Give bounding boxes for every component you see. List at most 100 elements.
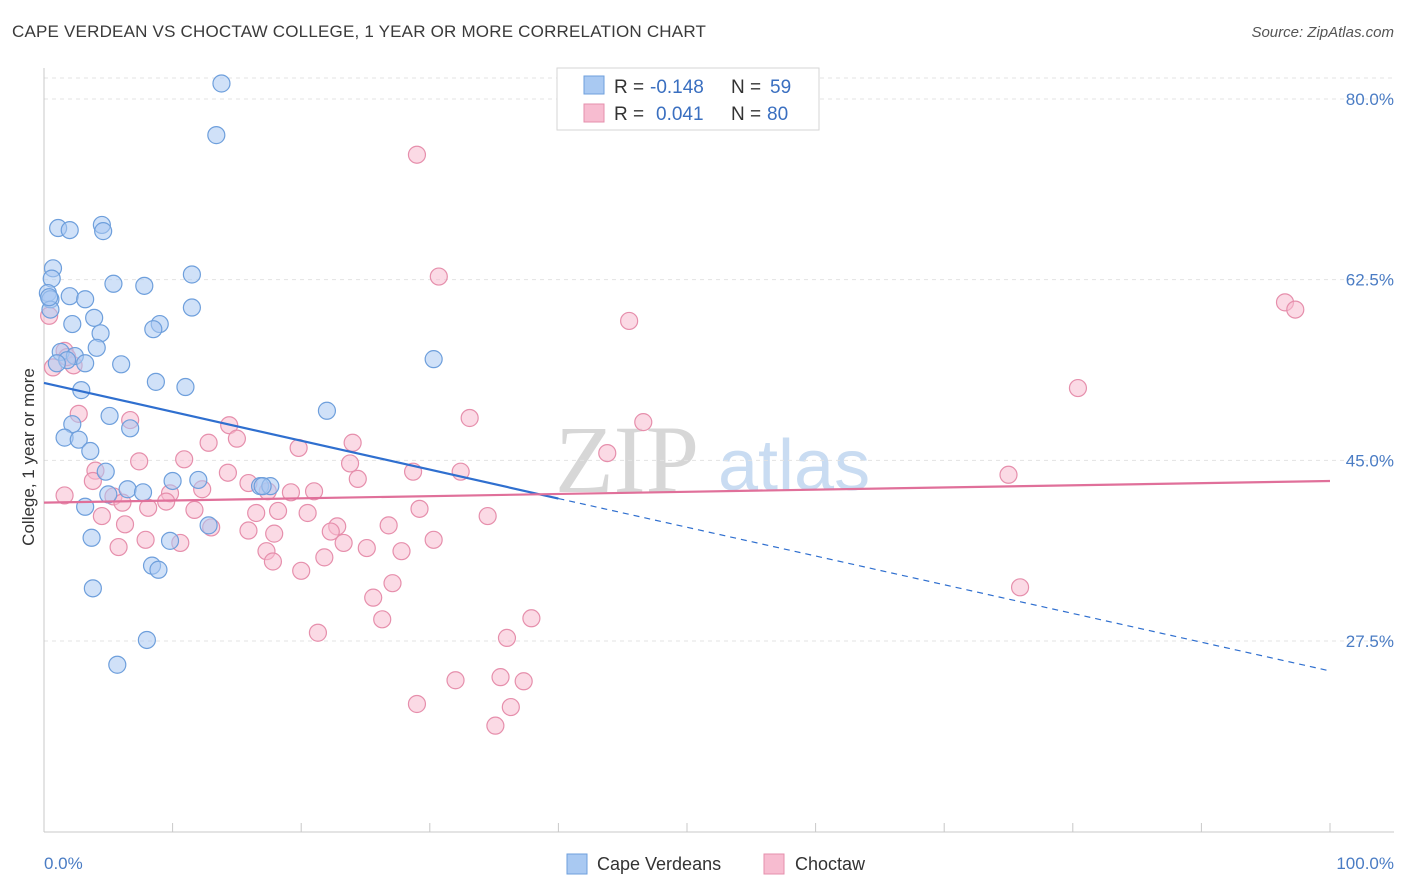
choctaw-point-60 — [109, 537, 128, 557]
cape-verdean-point-3 — [60, 220, 79, 240]
series-swatch-cape-verdeans — [566, 853, 588, 875]
legend-r-label-1: R = — [614, 77, 644, 98]
cape-verdean-point-9 — [135, 276, 154, 295]
choctaw-point-71 — [522, 609, 541, 628]
legend-r-label-2: R = — [614, 104, 644, 125]
legend-n-label-1: N = — [731, 77, 761, 98]
choctaw-point-18 — [343, 433, 362, 452]
choctaw-point-22 — [130, 452, 149, 471]
choctaw-point-5 — [1068, 378, 1088, 398]
legend-r-value-2: 0.041 — [656, 104, 704, 125]
legend-n-value-2: 80 — [767, 104, 788, 125]
choctaw-point-64 — [315, 548, 334, 567]
trend-lines — [43, 381, 1331, 672]
legend-r-value-1: -0.148 — [650, 77, 704, 98]
cape-verdean-point-30 — [146, 372, 165, 391]
source-credit: Source: ZipAtlas.com — [1251, 24, 1394, 41]
choctaw-point-67 — [383, 574, 402, 593]
choctaw-point-47 — [478, 506, 497, 526]
cape-verdean-point-46 — [99, 485, 118, 504]
cape-verdean-point-8 — [104, 274, 123, 293]
cape-verdean-point-17 — [85, 308, 104, 327]
cape-verdean-point-0 — [212, 74, 231, 93]
choctaw-point-56 — [424, 530, 443, 549]
y-tick-label-0: 27.5% — [1346, 632, 1394, 651]
choctaw-point-46 — [410, 499, 429, 518]
choctaw-point-62 — [357, 538, 376, 558]
legend-swatch-blue — [583, 75, 605, 95]
cape-verdean-point-34 — [100, 406, 119, 426]
cape-verdean-point-58 — [40, 288, 59, 307]
cape-verdean-point-57 — [253, 477, 272, 496]
choctaw-point-45 — [298, 503, 317, 523]
cape-verdean-point-31 — [176, 377, 195, 397]
cape-verdean-point-15 — [182, 298, 201, 317]
choctaw-point-49 — [115, 515, 135, 534]
choctaw-point-11 — [460, 408, 479, 428]
cape-verdean-trend-line — [43, 381, 559, 500]
x-axis-ticks — [43, 823, 1331, 832]
choctaw-point-23 — [340, 454, 360, 473]
y-tick-label-1: 45.0% — [1346, 451, 1394, 470]
series-swatch-choctaw — [763, 853, 785, 875]
watermark-atlas: atlas — [718, 426, 870, 506]
choctaw-point-34 — [281, 483, 301, 502]
gridlines — [44, 77, 1394, 642]
cape-verdean-point-50 — [82, 528, 101, 547]
cape-verdean-point-5 — [94, 222, 113, 241]
choctaw-point-20 — [598, 443, 617, 463]
cape-verdean-point-13 — [60, 287, 79, 306]
choctaw-point-76 — [514, 672, 533, 691]
legend-n-label-2: N = — [731, 104, 761, 125]
cape-verdean-point-39 — [81, 441, 100, 461]
choctaw-point-72 — [308, 623, 328, 642]
choctaw-point-52 — [379, 516, 398, 535]
choctaw-point-78 — [501, 697, 520, 717]
cape-verdean-point-51 — [160, 531, 180, 550]
choctaw-point-63 — [392, 542, 411, 561]
choctaw-point-55 — [321, 522, 340, 541]
watermark-zip: ZIP — [555, 406, 699, 513]
choctaw-trend-line — [43, 479, 1331, 504]
watermark: ZIP atlas — [555, 406, 870, 513]
axes — [43, 68, 1394, 833]
cape-verdean-point-41 — [163, 471, 182, 491]
cape-verdean-point-54 — [83, 579, 102, 598]
cape-verdean-point-21 — [144, 320, 163, 339]
cape-verdean-point-53 — [149, 560, 168, 579]
chart-title: CAPE VERDEAN VS CHOCTAW COLLEGE, 1 YEAR … — [12, 22, 707, 41]
choctaw-point-74 — [446, 671, 465, 690]
choctaw-point-65 — [263, 552, 283, 571]
y-tick-label-3: 80.0% — [1346, 90, 1394, 109]
choctaw-point-70 — [373, 610, 392, 629]
choctaw-point-53 — [239, 521, 258, 540]
choctaw-point-16 — [227, 429, 246, 448]
choctaw-point-79 — [486, 716, 505, 735]
cape-verdean-point-40 — [96, 462, 115, 481]
cape-verdean-point-1 — [207, 126, 226, 145]
choctaw-point-48 — [92, 506, 111, 526]
y-tick-labels: 27.5% 45.0% 62.5% 80.0% — [1346, 90, 1394, 651]
cape-verdean-point-35 — [63, 415, 82, 434]
cape-verdean-point-29 — [424, 350, 443, 369]
choctaw-point-38 — [55, 486, 74, 505]
choctaw-point-4 — [1286, 300, 1305, 319]
choctaw-point-0 — [407, 145, 427, 164]
choctaw-point-43 — [247, 503, 266, 523]
choctaw-point-42 — [185, 500, 204, 519]
series-label-cape-verdeans: Cape Verdeans — [597, 854, 721, 874]
correlation-legend: R = -0.148 N = 59 R = 0.041 N = 80 — [556, 67, 820, 131]
choctaw-point-12 — [634, 413, 653, 432]
cape-verdean-point-10 — [182, 265, 201, 284]
choctaw-point-44 — [268, 501, 288, 521]
series-legend: Cape Verdeans Choctaw — [566, 853, 866, 875]
cape-verdean-point-38 — [69, 430, 88, 449]
choctaw-point-73 — [497, 628, 517, 648]
choctaw-point-21 — [175, 450, 194, 469]
choctaw-point-2 — [620, 311, 639, 331]
series-label-choctaw: Choctaw — [795, 854, 866, 874]
cape-verdean-point-18 — [63, 314, 82, 334]
cape-verdean-point-55 — [137, 630, 156, 650]
choctaw-point-27 — [999, 465, 1018, 484]
